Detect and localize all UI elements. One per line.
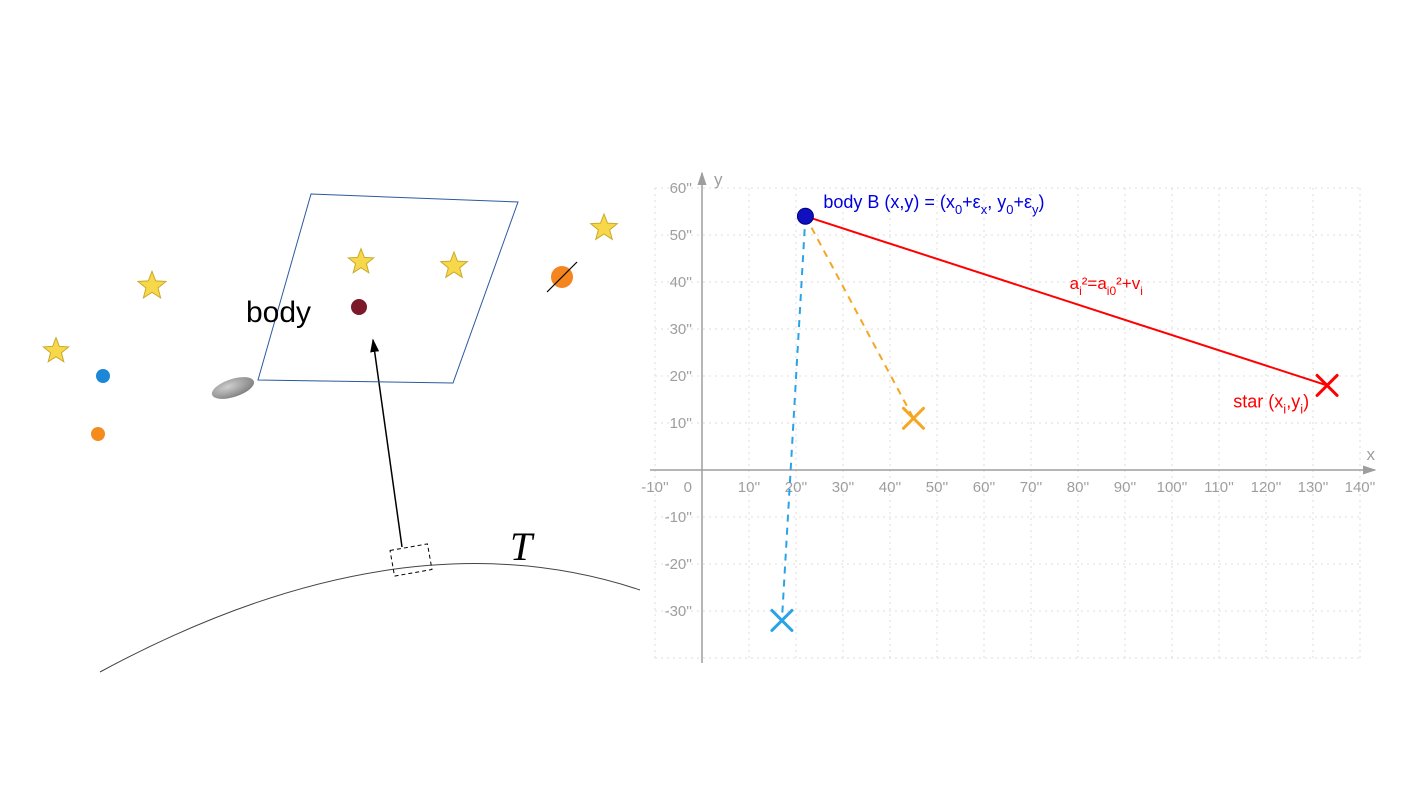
y-tick-label: 50'' xyxy=(670,227,693,244)
zero-label: 0 xyxy=(684,479,692,496)
x-axis-label: x xyxy=(1367,445,1376,464)
y-tick-label: 10'' xyxy=(670,415,693,432)
x-tick-label: 130'' xyxy=(1298,479,1329,496)
blue-dot xyxy=(96,369,110,383)
coordinate-chart: -10'' 10'' 20'' 30'' 40'' 50'' 60'' 70'' 80'' 90'… xyxy=(641,170,1375,663)
x-tick-label: 120'' xyxy=(1251,479,1282,496)
trajectory-label: T xyxy=(510,524,535,569)
star-label: star (xi,yi) xyxy=(1233,391,1309,416)
x-tick-label: 80'' xyxy=(1067,479,1090,496)
body-point xyxy=(351,299,367,315)
x-marker-icon xyxy=(1317,375,1337,395)
x-tick-label: 90'' xyxy=(1114,479,1137,496)
field-of-view-parallelogram xyxy=(258,194,518,383)
star-icon xyxy=(591,214,618,239)
y-tick-label: 20'' xyxy=(670,368,693,385)
chart-grid xyxy=(655,188,1360,658)
telescope-arrow xyxy=(373,340,402,547)
telescope-rect xyxy=(390,544,432,576)
star-icon xyxy=(138,271,166,298)
y-tick-label: 40'' xyxy=(670,274,693,291)
x-tick-label: 30'' xyxy=(832,479,855,496)
y-axis-label: y xyxy=(714,170,723,189)
star-icon xyxy=(43,338,68,362)
x-tick-label: 60'' xyxy=(973,479,996,496)
body-label: body xyxy=(246,296,311,329)
y-tick-label: -20'' xyxy=(665,556,693,573)
x-tick-label: -10'' xyxy=(641,479,669,496)
x-tick-label: 20'' xyxy=(785,479,808,496)
y-tick-label: -30'' xyxy=(665,603,693,620)
x-tick-label: 110'' xyxy=(1204,479,1234,496)
gray-ellipse-object xyxy=(209,373,256,404)
x-marker-icon xyxy=(772,610,792,630)
orange-dot xyxy=(91,427,105,441)
star-icon xyxy=(441,252,468,277)
y-tick-label: -10'' xyxy=(665,509,693,526)
body-b-point xyxy=(797,208,813,224)
x-tick-label: 140'' xyxy=(1345,479,1376,496)
y-tick-label: 30'' xyxy=(670,321,693,338)
body-to-star-line xyxy=(805,216,1327,385)
x-tick-label: 70'' xyxy=(1020,479,1043,496)
x-tick-label: 100'' xyxy=(1157,479,1188,496)
y-tick-label: 60'' xyxy=(670,180,693,197)
left-diagram-panel: body T xyxy=(43,194,640,672)
trajectory-arc xyxy=(100,564,640,672)
line-formula-label: ai²=ai0²+vi xyxy=(1070,274,1143,298)
body-b-formula: body B (x,y) = (x0+εx, y0+εy) xyxy=(823,192,1044,217)
star-icon xyxy=(348,249,373,273)
x-tick-label: 50'' xyxy=(926,479,949,496)
x-marker-icon xyxy=(904,408,924,428)
body-to-star-line xyxy=(782,216,806,620)
x-tick-label: 10'' xyxy=(738,479,761,496)
x-tick-label: 40'' xyxy=(879,479,902,496)
